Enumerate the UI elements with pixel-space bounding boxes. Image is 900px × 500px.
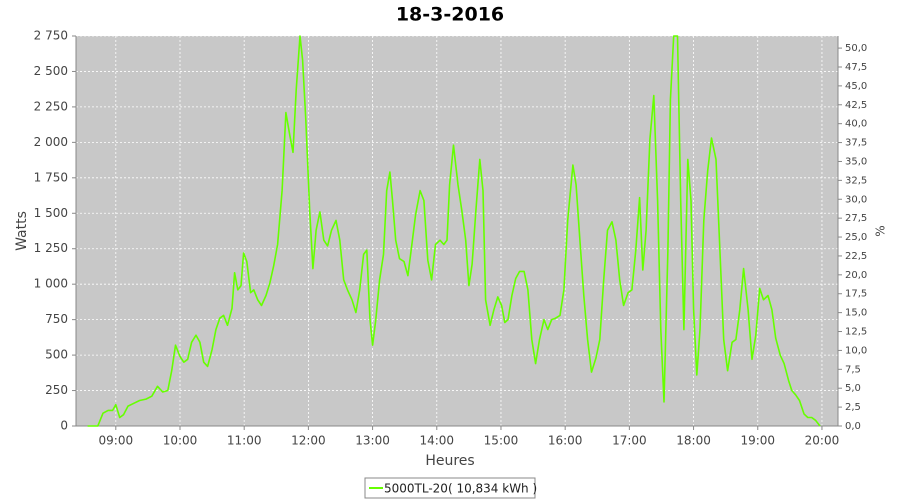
y2-tick-label: 45,0 [845, 81, 867, 92]
y2-tick-label: 32,5 [845, 175, 867, 186]
y2-tick-label: 50,0 [845, 43, 867, 54]
x-tick-label: 15:00 [484, 434, 519, 448]
y-tick-label: 2 000 [34, 135, 68, 149]
x-tick-label: 16:00 [548, 434, 583, 448]
x-tick-label: 10:00 [163, 434, 198, 448]
y-tick-label: 250 [45, 383, 68, 397]
x-tick-label: 14:00 [419, 434, 454, 448]
y2-tick-label: 12,5 [845, 327, 867, 338]
y-tick-label: 2 750 [34, 29, 68, 43]
legend-label: 5000TL-20( 10,834 kWh ) [384, 482, 537, 496]
y-tick-label: 500 [45, 348, 68, 362]
y2-tick-label: 15,0 [845, 308, 867, 319]
x-tick-label: 18:00 [676, 434, 711, 448]
y2-tick-label: 40,0 [845, 119, 867, 130]
y2-tick-label: 30,0 [845, 194, 867, 205]
y-tick-label: 1 500 [34, 206, 68, 220]
y2-tick-label: 17,5 [845, 289, 867, 300]
x-tick-label: 19:00 [740, 434, 775, 448]
x-axis-label: Heures [425, 453, 474, 469]
y2-tick-label: 27,5 [845, 213, 867, 224]
y2-tick-label: 7,5 [845, 364, 861, 375]
x-tick-label: 20:00 [805, 434, 840, 448]
y2-tick-label: 35,0 [845, 156, 867, 167]
y2-tick-label: 0,0 [845, 421, 861, 432]
x-tick-label: 13:00 [355, 434, 390, 448]
y2-tick-label: 25,0 [845, 232, 867, 243]
y-tick-label: 0 [60, 419, 68, 433]
x-tick-label: 12:00 [291, 434, 326, 448]
chart-title: 18-3-2016 [396, 4, 504, 26]
y-tick-label: 1 250 [34, 241, 68, 255]
y-tick-label: 2 500 [34, 64, 68, 78]
legend [364, 477, 536, 499]
series-line [87, 35, 821, 427]
y2-tick-label: 5,0 [845, 383, 861, 394]
y-tick-label: 2 250 [34, 99, 68, 113]
y-axis-label: Watts [14, 211, 30, 251]
plot-area [76, 36, 838, 426]
y2-tick-label: 10,0 [845, 345, 867, 356]
y2-axis-label: % [874, 225, 888, 236]
y2-tick-label: 20,0 [845, 270, 867, 281]
y-tick-label: 1 000 [34, 277, 68, 291]
y2-tick-label: 37,5 [845, 138, 867, 149]
x-tick-label: 11:00 [227, 434, 262, 448]
x-tick-label: 17:00 [612, 434, 647, 448]
y2-tick-label: 47,5 [845, 62, 867, 73]
y-tick-label: 1 750 [34, 170, 68, 184]
y2-tick-label: 42,5 [845, 100, 867, 111]
x-tick-label: 09:00 [99, 434, 134, 448]
y2-tick-label: 2,5 [845, 402, 861, 413]
y-tick-label: 750 [45, 312, 68, 326]
y2-tick-label: 22,5 [845, 251, 867, 262]
